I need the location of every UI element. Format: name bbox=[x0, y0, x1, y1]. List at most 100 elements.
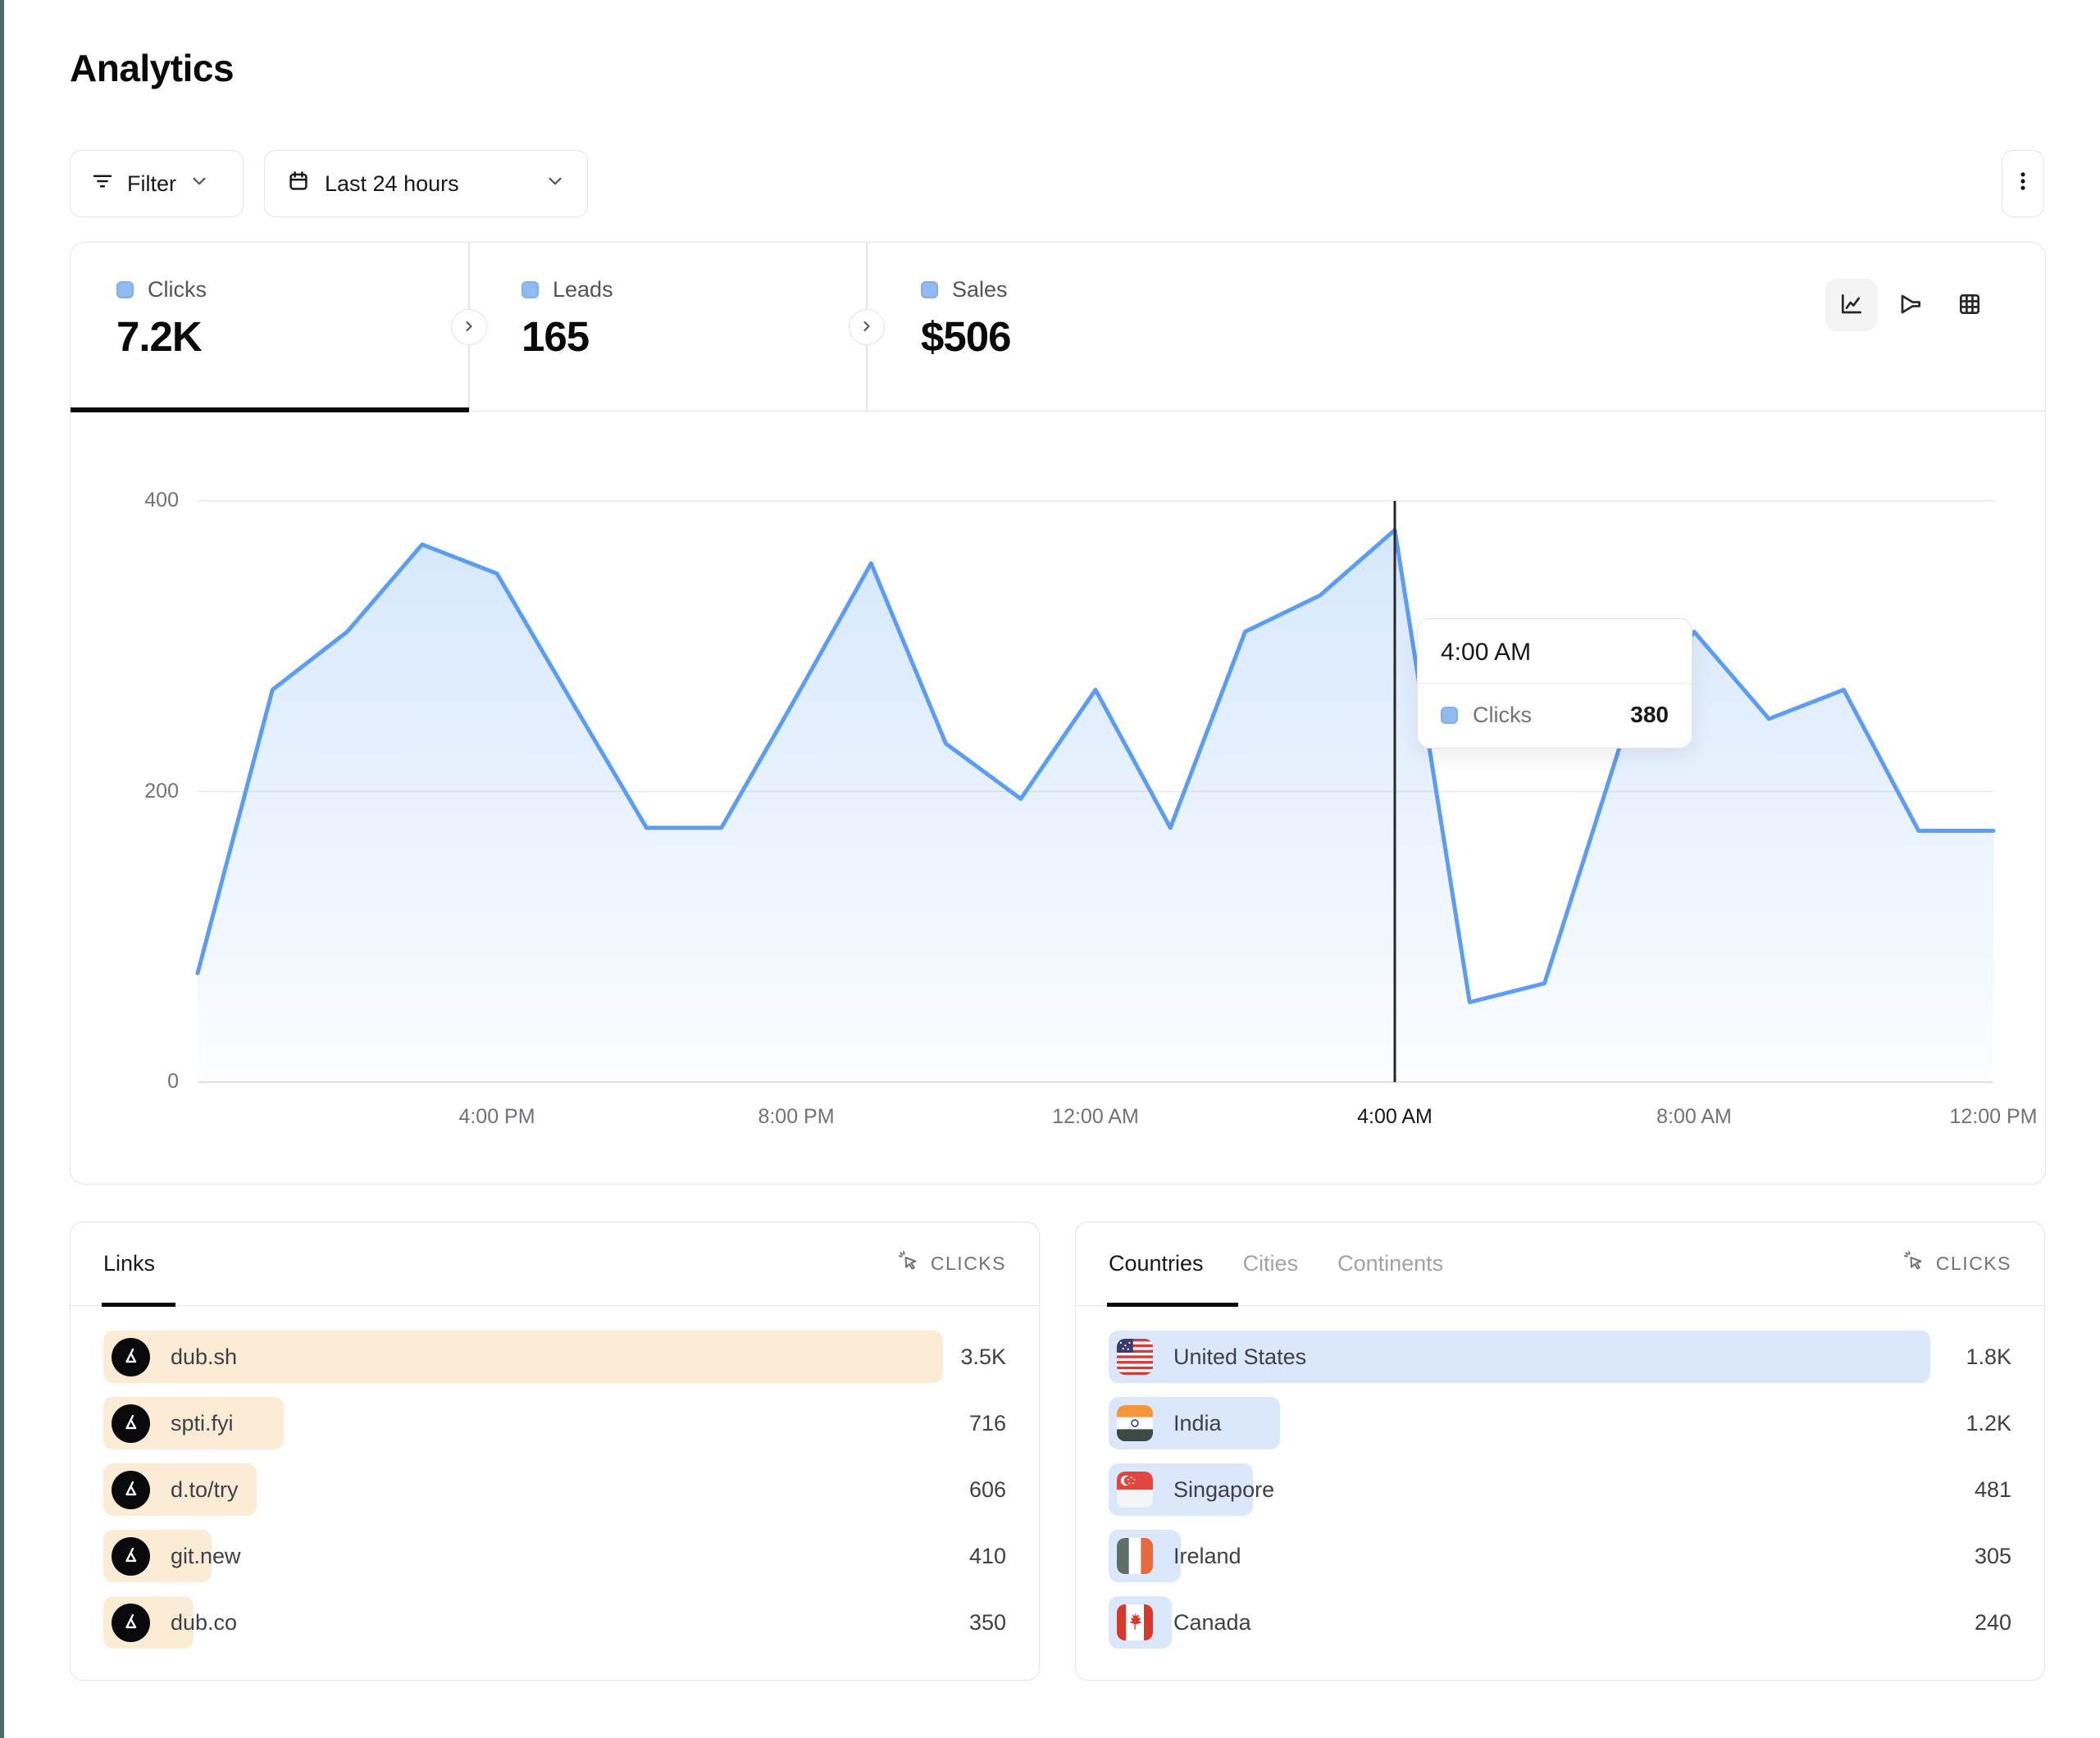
chevron-right-icon bbox=[859, 318, 875, 337]
date-range-button[interactable]: Last 24 hours bbox=[264, 150, 588, 217]
country-row[interactable]: Canada 240 bbox=[1109, 1596, 2011, 1649]
clicks-legend-chip bbox=[116, 281, 134, 298]
filter-button[interactable]: Filter bbox=[70, 150, 244, 217]
country-name: Ireland bbox=[1173, 1543, 1241, 1568]
table-view-button[interactable] bbox=[1943, 279, 1996, 331]
link-row[interactable]: git.new 410 bbox=[103, 1530, 1006, 1582]
ca-flag-icon bbox=[1117, 1604, 1153, 1640]
clicks-bar bbox=[103, 1331, 943, 1383]
y-axis-tick: 200 bbox=[144, 779, 179, 803]
content: Analytics Filter Last 24 hours bbox=[70, 0, 2046, 1738]
countries-list: United States 1.8K India 1.2K Singapore 481 Ir… bbox=[1109, 1331, 2011, 1663]
link-row[interactable]: d.to/try 606 bbox=[103, 1463, 1006, 1516]
expand-leads-button[interactable] bbox=[451, 309, 487, 345]
area-chart bbox=[195, 500, 1996, 1083]
chevron-down-icon bbox=[544, 171, 566, 198]
country-row[interactable]: Ireland 305 bbox=[1109, 1530, 2011, 1582]
sg-flag-icon bbox=[1117, 1472, 1153, 1508]
countries-active-tab-underline bbox=[1107, 1302, 1238, 1307]
tab-clicks[interactable]: Clicks 7.2K bbox=[71, 243, 468, 411]
page-title: Analytics bbox=[70, 47, 235, 89]
link-row[interactable]: dub.co 350 bbox=[103, 1596, 1006, 1649]
tooltip-series-label: Clicks bbox=[1473, 702, 1532, 727]
analytics-card: Clicks 7.2K Leads 165 Sales bbox=[70, 242, 2046, 1185]
link-clicks-value: 350 bbox=[968, 1609, 1006, 1635]
funnel-chart-icon bbox=[1897, 291, 1924, 320]
tab-sales[interactable]: Sales $506 bbox=[867, 243, 1293, 411]
tab-cities[interactable]: Cities bbox=[1242, 1251, 1299, 1276]
tab-links[interactable]: Links bbox=[103, 1251, 156, 1276]
links-panel-header: Links CLICKS bbox=[71, 1222, 1039, 1307]
active-tab-underline bbox=[71, 407, 469, 412]
links-list: dub.sh 3.5K spti.fyi 716 d.to/try 606 git.new 4… bbox=[103, 1331, 1006, 1663]
link-row-content: git.new bbox=[103, 1530, 1006, 1582]
clicks-bar bbox=[1109, 1331, 1930, 1383]
chart-tooltip: 4:00 AM Clicks 380 bbox=[1417, 618, 1692, 748]
x-axis-tick: 12:00 PM bbox=[1949, 1105, 2038, 1128]
date-range-label: Last 24 hours bbox=[325, 171, 459, 196]
clicks-label-row: Clicks bbox=[116, 277, 468, 303]
country-clicks-value: 240 bbox=[1974, 1609, 2011, 1635]
x-axis-tick: 8:00 AM bbox=[1656, 1105, 1732, 1128]
expand-sales-button[interactable] bbox=[849, 309, 885, 345]
us-flag-icon bbox=[1117, 1339, 1153, 1375]
country-clicks-value: 1.8K bbox=[1966, 1344, 2011, 1369]
funnel-chart-view-button[interactable] bbox=[1884, 279, 1937, 331]
dub-logo bbox=[112, 1536, 150, 1576]
link-name: git.new bbox=[171, 1543, 241, 1568]
leads-label: Leads bbox=[553, 277, 613, 302]
country-name: India bbox=[1173, 1410, 1222, 1435]
link-row-content: dub.sh bbox=[103, 1331, 1006, 1383]
clicks-value: 7.2K bbox=[116, 313, 203, 360]
tab-countries[interactable]: Countries bbox=[1109, 1251, 1204, 1276]
country-row-content: Ireland bbox=[1109, 1530, 2011, 1582]
sales-value: $506 bbox=[921, 313, 1011, 360]
x-axis-tick: 12:00 AM bbox=[1052, 1105, 1139, 1128]
line-chart-view-button[interactable] bbox=[1825, 279, 1878, 331]
left-edge-accent bbox=[0, 0, 4, 1738]
link-clicks-value: 606 bbox=[968, 1476, 1006, 1502]
y-axis-tick: 0 bbox=[167, 1070, 179, 1093]
sales-legend-chip bbox=[921, 281, 938, 298]
leads-legend-chip bbox=[522, 281, 539, 298]
toolbar: Filter Last 24 hours bbox=[70, 150, 2046, 217]
country-row[interactable]: India 1.2K bbox=[1109, 1397, 2011, 1449]
sales-label-row: Sales bbox=[921, 277, 1293, 303]
tab-continents[interactable]: Continents bbox=[1337, 1251, 1444, 1276]
clicks-time-series-chart[interactable]: 400 200 0 4:00 PM 8:00 PM 12:00 AM 4:00 AM 8:0… bbox=[71, 412, 2045, 1184]
y-axis-tick: 400 bbox=[144, 489, 179, 512]
x-axis-tick: 8:00 PM bbox=[758, 1105, 835, 1128]
links-metric-label: CLICKS bbox=[930, 1253, 1006, 1274]
countries-panel: Countries Cities Continents CLICKS United … bbox=[1075, 1222, 2045, 1681]
dub-logo bbox=[112, 1404, 150, 1443]
more-options-button[interactable] bbox=[2002, 150, 2044, 217]
link-name: d.to/try bbox=[171, 1476, 239, 1502]
link-row[interactable]: spti.fyi 716 bbox=[103, 1397, 1006, 1449]
link-clicks-value: 716 bbox=[968, 1410, 1006, 1435]
cursor-click-icon bbox=[898, 1250, 920, 1277]
in-flag-icon bbox=[1117, 1405, 1153, 1441]
countries-metric-selector[interactable]: CLICKS bbox=[1903, 1250, 2011, 1277]
dub-logo bbox=[112, 1337, 150, 1376]
x-axis-tick: 4:00 PM bbox=[458, 1105, 535, 1128]
link-row[interactable]: dub.sh 3.5K bbox=[103, 1331, 1006, 1383]
links-metric-selector[interactable]: CLICKS bbox=[898, 1250, 1006, 1277]
filter-icon bbox=[90, 169, 115, 199]
countries-panel-header: Countries Cities Continents CLICKS bbox=[1076, 1222, 2044, 1307]
cursor-click-icon bbox=[1903, 1250, 1925, 1277]
metric-tabs: Clicks 7.2K Leads 165 Sales bbox=[71, 243, 2045, 412]
country-row-content: India bbox=[1109, 1397, 2011, 1449]
links-panel-tabs: Links bbox=[103, 1251, 155, 1276]
filter-button-label: Filter bbox=[127, 171, 176, 196]
links-panel: Links CLICKS dub.sh 3.5K spti.fyi 716 d.to/t… bbox=[70, 1222, 1040, 1681]
tab-leads[interactable]: Leads 165 bbox=[469, 243, 866, 411]
kebab-menu-icon bbox=[2011, 170, 2034, 198]
leads-value: 165 bbox=[522, 313, 590, 360]
clicks-legend-chip bbox=[1441, 706, 1458, 724]
country-row[interactable]: Singapore 481 bbox=[1109, 1463, 2011, 1516]
country-name: Canada bbox=[1173, 1609, 1251, 1635]
link-row-content: d.to/try bbox=[103, 1463, 1006, 1516]
leads-label-row: Leads bbox=[522, 277, 866, 303]
link-row-content: dub.co bbox=[103, 1596, 1006, 1649]
country-row[interactable]: United States 1.8K bbox=[1109, 1331, 2011, 1383]
